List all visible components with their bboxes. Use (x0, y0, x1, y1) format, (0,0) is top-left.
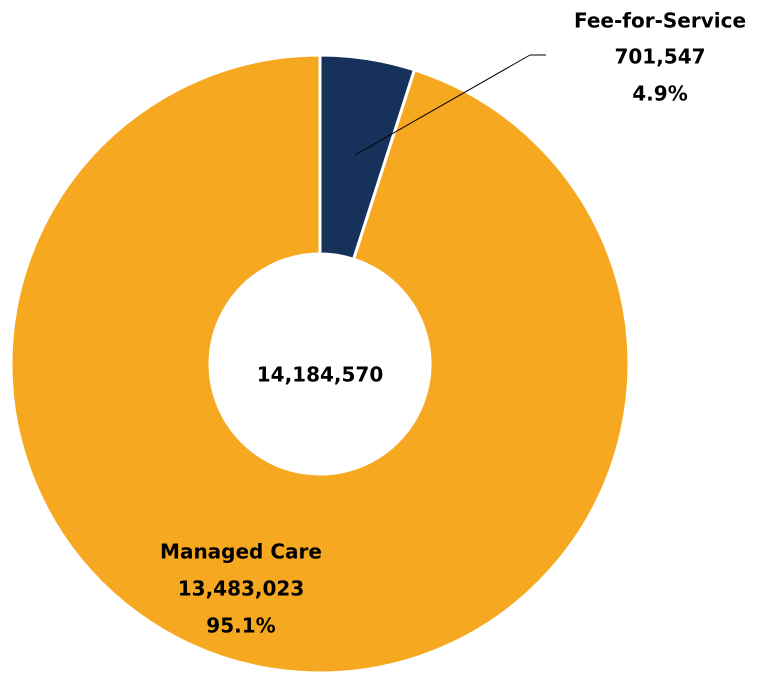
slice-name: Fee-for-Service (574, 9, 746, 33)
slices (9, 53, 631, 675)
percent-label: 95.1% (206, 614, 275, 638)
slice-name: Managed Care (160, 540, 322, 564)
value-label: 13,483,023 (178, 577, 305, 601)
center-label: 14,184,570 (257, 363, 384, 387)
value-label: 701,547 (614, 45, 705, 69)
leader-line (354, 54, 531, 156)
slice (9, 53, 631, 675)
percent-label: 4.9% (632, 82, 687, 106)
